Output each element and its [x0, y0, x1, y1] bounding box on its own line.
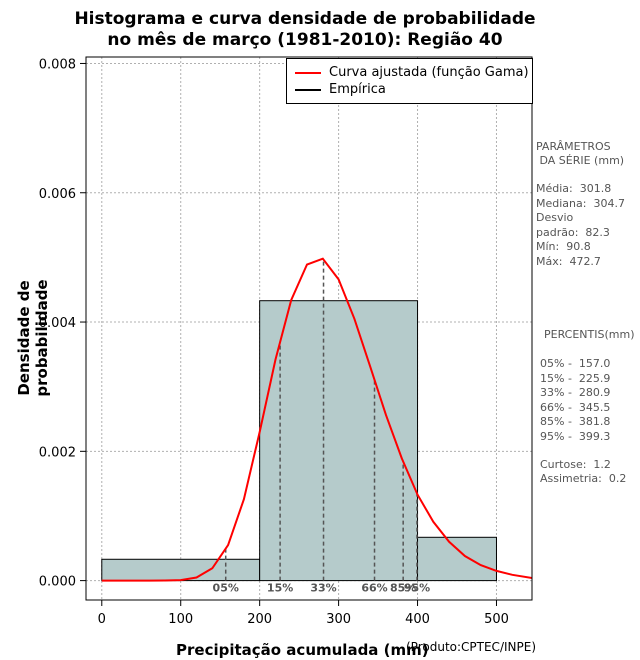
y-axis-label: Densidade de probabilidade	[15, 279, 51, 397]
percentile-label-2: 33%	[310, 582, 336, 595]
y-tick-label-1: 0.002	[39, 445, 76, 460]
stat-assimetria: Assimetria: 0.2	[540, 472, 627, 485]
param-min: Mín: 90.8	[536, 240, 591, 253]
histogram-bar-1	[259, 300, 419, 582]
chart-subtitle: no mês de março (1981-2010): Região 40	[107, 30, 503, 50]
percentile-label-4: 85%	[390, 582, 416, 595]
histogram-bar-2	[417, 536, 497, 582]
percentile-label-3: 66%	[361, 582, 387, 595]
percentile-label-0: 05%	[213, 582, 239, 595]
percentile-label-5: 95%	[404, 582, 430, 595]
x-tick-label-3: 300	[326, 612, 351, 627]
percentil-95: 95% - 399.3	[540, 430, 611, 443]
y-tick-label-0: 0.000	[39, 575, 76, 590]
x-tick-label-5: 500	[484, 612, 509, 627]
legend-entry-fitted: Curva ajustada (função Gama)	[295, 65, 529, 81]
y-tick-label-4: 0.008	[39, 57, 76, 72]
x-axis-label: Precipitação acumulada (mm)	[176, 641, 429, 659]
param-mediana: Mediana: 304.7	[536, 197, 625, 210]
histogram-bar-0	[101, 558, 261, 582]
percentil-66: 66% - 345.5	[540, 401, 611, 414]
legend: Curva ajustada (função Gama) Empírica	[286, 58, 533, 104]
param-max: Máx: 472.7	[536, 255, 601, 268]
percentil-05: 05% - 157.0	[540, 357, 611, 370]
x-tick-label-4: 400	[405, 612, 430, 627]
legend-label-empirical: Empírica	[329, 82, 386, 97]
legend-entry-empirical: Empírica	[295, 82, 386, 98]
stat-curtose: Curtose: 1.2	[540, 458, 611, 471]
plot-frame	[85, 56, 533, 601]
params-title-1: PARÂMETROS	[536, 140, 611, 153]
percentile-label-1: 15%	[267, 582, 293, 595]
x-tick-label-2: 200	[247, 612, 272, 627]
product-credit: (Produto:CPTEC/INPE)	[406, 640, 536, 654]
x-tick-label-0: 0	[98, 612, 106, 627]
params-title-2: DA SÉRIE (mm)	[536, 154, 625, 167]
fitted-gamma-curve	[101, 257, 532, 582]
y-tick-label-2: 0.004	[39, 316, 76, 331]
legend-swatch-fitted	[295, 71, 321, 74]
param-desvio-1: Desvio	[536, 211, 574, 224]
x-tick-label-1: 100	[168, 612, 193, 627]
param-media: Média: 301.8	[536, 182, 612, 195]
percentis-title: PERCENTIS(mm)	[544, 328, 635, 341]
percentil-15: 15% - 225.9	[540, 372, 611, 385]
percentil-33: 33% - 280.9	[540, 386, 611, 399]
percentil-85: 85% - 381.8	[540, 415, 611, 428]
y-tick-label-3: 0.006	[39, 187, 76, 202]
legend-label-fitted: Curva ajustada (função Gama)	[329, 65, 529, 80]
legend-swatch-empirical	[295, 88, 321, 91]
param-desvio-2: padrão: 82.3	[536, 226, 610, 239]
chart-title: Histograma e curva densidade de probabil…	[74, 9, 536, 29]
